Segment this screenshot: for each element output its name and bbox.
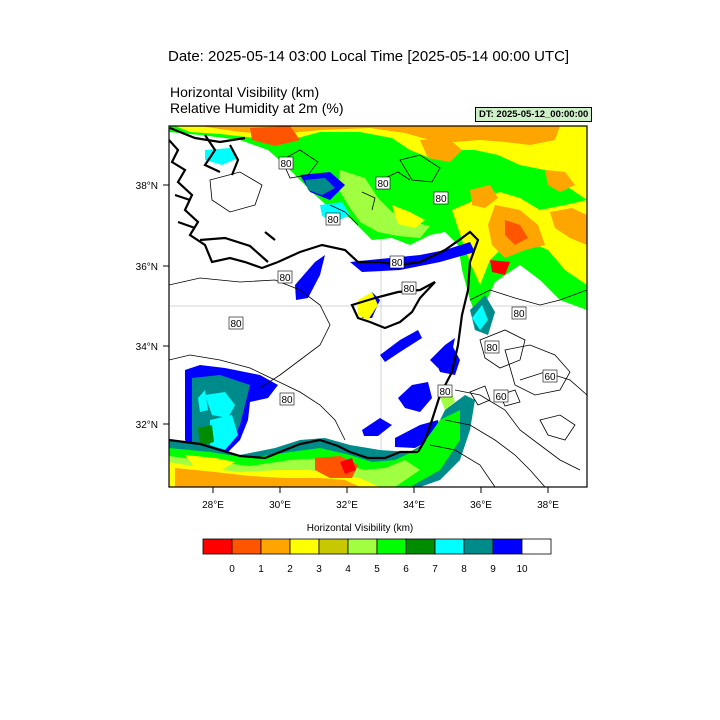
colorbar-swatch: [463, 538, 494, 555]
humidity-contours: [169, 149, 587, 487]
lon-tick-label: 30°E: [269, 500, 291, 511]
map-plot-area: 80 80 80 80 80 80 80 80 80 80 80 80 60 6…: [169, 126, 587, 487]
date-title: Date: 2025-05-14 03:00 Local Time [2025-…: [168, 48, 570, 65]
colorbar-swatch: [521, 538, 552, 555]
contour-label: 80: [327, 215, 339, 226]
lat-tick-label: 38°N: [136, 181, 158, 192]
visibility-field-southwest: [185, 365, 278, 458]
colorbar-swatch: [318, 538, 349, 555]
lon-tick-label: 34°E: [403, 500, 425, 511]
colorbar-swatch: [289, 538, 320, 555]
colorbar-swatch: [376, 538, 407, 555]
lon-tick-label: 28°E: [202, 500, 224, 511]
contour-label: 60: [495, 392, 507, 403]
lon-tick-label: 36°E: [470, 500, 492, 511]
colorbar-label: 6: [403, 564, 409, 575]
colorbar-label: 5: [374, 564, 380, 575]
axis-tick-marks: [163, 184, 549, 493]
contour-label: 80: [230, 319, 242, 330]
colorbar-label: 0: [229, 564, 235, 575]
colorbar-swatch: [347, 538, 378, 555]
contour-label: 80: [486, 343, 498, 354]
contour-label: 80: [377, 179, 389, 190]
contour-label: 80: [281, 395, 293, 406]
visibility-field-north: [169, 126, 587, 335]
colorbar-label: 8: [461, 564, 467, 575]
colorbar-label: 10: [516, 564, 528, 575]
lat-tick-label: 34°N: [136, 342, 158, 353]
contour-label: 60: [544, 372, 556, 383]
colorbar-label: 3: [316, 564, 322, 575]
contour-label: 80: [435, 194, 447, 205]
colorbar: 0 1 2 3 4 5 6 7 8 9 10: [202, 538, 552, 575]
colorbar-swatch: [492, 538, 523, 555]
colorbar-swatch: [260, 538, 291, 555]
map-frame: [168, 125, 588, 488]
colorbar-swatch: [434, 538, 465, 555]
colorbar-label: 1: [258, 564, 264, 575]
contour-label: 80: [403, 284, 415, 295]
lon-tick-label: 38°E: [537, 500, 559, 511]
field-title-humidity: Relative Humidity at 2m (%): [170, 100, 344, 116]
colorbar-swatch: [405, 538, 436, 555]
lat-tick-label: 36°N: [136, 262, 158, 273]
contour-label: 80: [439, 387, 451, 398]
colorbar-swatch: [231, 538, 262, 555]
colorbar-label: 7: [432, 564, 438, 575]
contour-label: 80: [280, 159, 292, 170]
lat-tick-label: 32°N: [136, 420, 158, 431]
field-title-visibility: Horizontal Visibility (km): [170, 84, 320, 100]
lon-tick-label: 32°E: [336, 500, 358, 511]
longitude-axis: 28°E 30°E 32°E 34°E 36°E 38°E: [202, 500, 559, 511]
contour-label-group: 80 80 80 80 80 80 80 80 80 80 80 80 60 6…: [228, 156, 558, 406]
colorbar-swatch: [202, 538, 233, 555]
latitude-axis: 38°N 36°N 34°N 32°N: [136, 181, 158, 431]
colorbar-label: 9: [490, 564, 496, 575]
colorbar-label: 2: [287, 564, 293, 575]
contour-label: 80: [279, 273, 291, 284]
colorbar-title: Horizontal Visibility (km): [306, 523, 414, 534]
init-time-badge: DT: 2025-05-12_00:00:00: [475, 107, 593, 122]
contour-label: 80: [391, 258, 403, 269]
colorbar-label: 4: [345, 564, 351, 575]
contour-label: 80: [513, 309, 525, 320]
